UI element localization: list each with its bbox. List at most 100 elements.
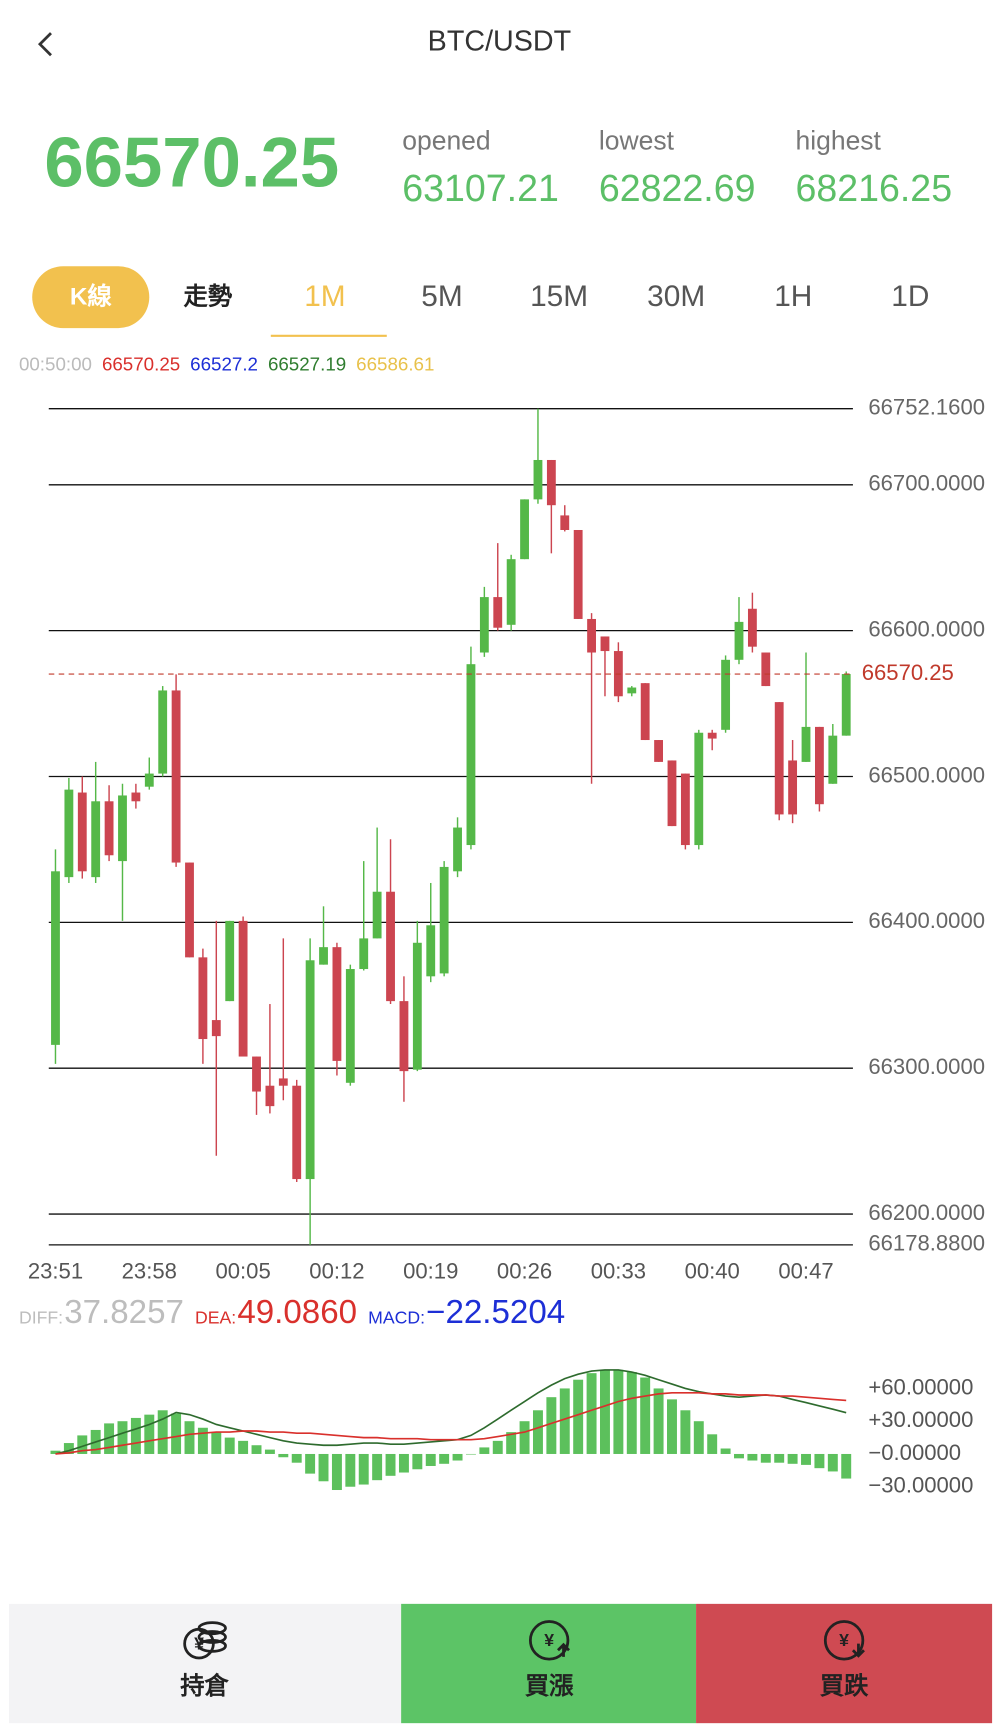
tab[interactable]: 1H	[774, 280, 812, 313]
hold-button[interactable]	[9, 1603, 402, 1724]
x-tick-label: 23:58	[122, 1258, 177, 1283]
candle-body	[51, 871, 60, 1045]
macd-bar	[197, 1427, 208, 1454]
macd-bar	[224, 1437, 235, 1454]
tab[interactable]: 1M	[304, 280, 345, 313]
y-tick-label: 66700.0000	[868, 471, 985, 496]
svg-text:¥: ¥	[194, 1633, 204, 1653]
last-price-label: 66570.25	[862, 660, 954, 685]
candle-body	[761, 652, 771, 687]
candle-body	[600, 636, 610, 652]
candle-body	[372, 891, 382, 939]
macd-bar	[680, 1410, 691, 1454]
svg-text:¥: ¥	[839, 1630, 849, 1650]
macd-bar	[653, 1388, 664, 1454]
macd-bar	[345, 1453, 356, 1487]
buy-up-button[interactable]	[401, 1603, 697, 1724]
candle-body	[238, 920, 248, 1057]
macd-tick-label: −0.00000	[868, 1440, 961, 1465]
macd-bar	[439, 1453, 450, 1464]
candle-body	[319, 947, 328, 965]
candle-body	[91, 801, 101, 878]
candle-body	[211, 1020, 221, 1037]
macd-bar	[787, 1453, 798, 1464]
candle-body	[694, 732, 704, 846]
info-value: 66586.61	[356, 354, 434, 375]
y-tick-label: 66400.0000	[868, 908, 985, 933]
candle-body	[144, 773, 154, 787]
macd-bar	[506, 1432, 517, 1454]
candle-body	[747, 608, 757, 647]
candle-body	[332, 947, 342, 1061]
macd-bar	[372, 1453, 383, 1481]
bottom-button-label[interactable]: 買漲	[525, 1673, 574, 1700]
stat-label: highest	[795, 125, 881, 155]
page-title: BTC/USDT	[428, 26, 572, 58]
candle-body	[198, 957, 208, 1040]
macd-bar	[452, 1453, 463, 1461]
candle-body	[493, 597, 503, 628]
macd-legend-name: DEA:	[195, 1308, 236, 1328]
bottom-button-label[interactable]: 持倉	[180, 1672, 229, 1700]
x-tick-label: 00:40	[685, 1258, 740, 1283]
candle-body	[439, 866, 449, 974]
candle-body	[225, 920, 235, 1002]
macd-bar	[278, 1453, 289, 1458]
icon-yen: ¥ ¥ ¥	[194, 1630, 849, 1653]
tab-pill[interactable]	[32, 266, 150, 329]
candle-body	[828, 735, 838, 784]
macd-bar	[559, 1388, 570, 1454]
tab[interactable]: 5M	[421, 280, 462, 313]
macd-bar	[50, 1450, 61, 1454]
macd-bar	[774, 1453, 785, 1463]
macd-bar	[841, 1453, 852, 1479]
macd-tick-label: +30.00000	[868, 1407, 973, 1432]
tab[interactable]: K線	[70, 283, 113, 311]
bottom-button-label[interactable]: 買跌	[820, 1673, 869, 1700]
candle-body	[587, 618, 596, 653]
candle-body	[506, 559, 516, 625]
candle-body	[399, 1001, 409, 1072]
macd-bar	[305, 1453, 316, 1474]
macd-bar	[600, 1369, 610, 1454]
candle-body	[734, 621, 744, 660]
candle-body	[305, 960, 315, 1180]
stat-value: 63107.21	[402, 167, 559, 209]
buy-down-button[interactable]	[696, 1603, 993, 1724]
macd-bar	[640, 1377, 651, 1454]
candle-body	[680, 773, 690, 846]
macd-bar	[586, 1373, 597, 1454]
macd-bar	[398, 1453, 409, 1473]
y-tick-label: 66500.0000	[868, 762, 985, 787]
macd-bar	[77, 1435, 88, 1454]
macd-bar	[760, 1453, 771, 1463]
tab[interactable]: 30M	[647, 280, 705, 313]
stat-value: 68216.25	[795, 167, 952, 209]
candle-body	[788, 760, 798, 815]
candle-body	[278, 1078, 288, 1086]
macd-bar	[532, 1410, 543, 1454]
candle-body	[640, 683, 650, 741]
tab[interactable]: 走勢	[184, 284, 233, 311]
candle-body	[627, 687, 637, 694]
macd-bar	[546, 1397, 557, 1454]
macd-bar	[814, 1453, 825, 1469]
macd-bar	[693, 1421, 704, 1454]
macd-bar	[184, 1421, 195, 1454]
macd-bar	[117, 1421, 128, 1454]
macd-bar	[747, 1453, 758, 1461]
candle-body	[131, 792, 141, 802]
tab[interactable]: 15M	[530, 280, 588, 313]
back-button[interactable]	[37, 32, 52, 57]
macd-bar	[63, 1443, 74, 1454]
candle-body	[466, 664, 476, 846]
stat-label: lowest	[599, 125, 675, 155]
macd-bar	[465, 1453, 476, 1455]
tab[interactable]: 1D	[891, 280, 929, 313]
macd-tick-label: −30.00000	[868, 1473, 973, 1498]
candle-body	[64, 789, 74, 878]
stat-value: 62822.69	[599, 167, 756, 209]
macd-bar	[519, 1421, 530, 1454]
candle-body	[292, 1085, 302, 1180]
